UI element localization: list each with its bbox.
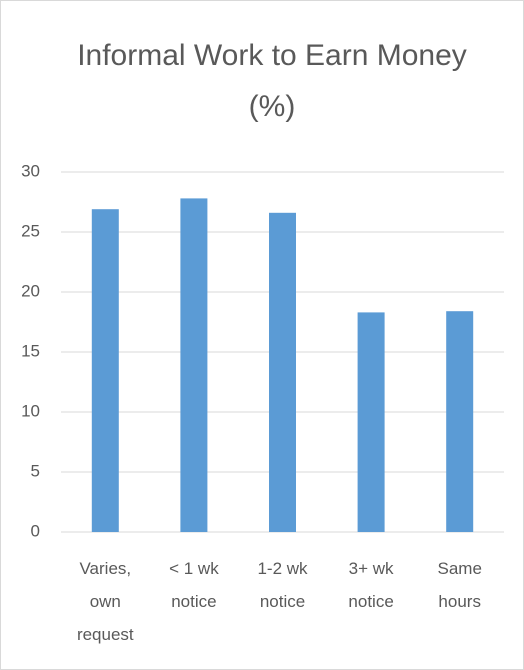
chart-title: Informal Work to Earn Money (%) xyxy=(77,39,467,123)
x-tick-label: 1-2 wk notice xyxy=(257,559,308,611)
bar xyxy=(269,212,296,533)
y-tick-label: 5 xyxy=(31,461,40,480)
x-tick-label: 3+ wk notice xyxy=(348,559,394,611)
y-tick-label: 25 xyxy=(21,221,40,240)
bar xyxy=(446,311,474,532)
y-tick-label: 0 xyxy=(31,521,40,540)
x-tick-label: Same hours xyxy=(437,559,481,611)
bar xyxy=(357,312,385,532)
y-tick-label: 15 xyxy=(21,341,40,360)
bar xyxy=(91,209,119,532)
y-tick-label: 30 xyxy=(21,161,40,180)
x-tick-label: < 1 wk notice xyxy=(169,559,219,611)
y-tick-label: 10 xyxy=(21,401,40,420)
x-tick-label: Varies, own request xyxy=(77,559,134,644)
y-tick-label: 20 xyxy=(21,281,40,300)
bar xyxy=(180,198,208,532)
